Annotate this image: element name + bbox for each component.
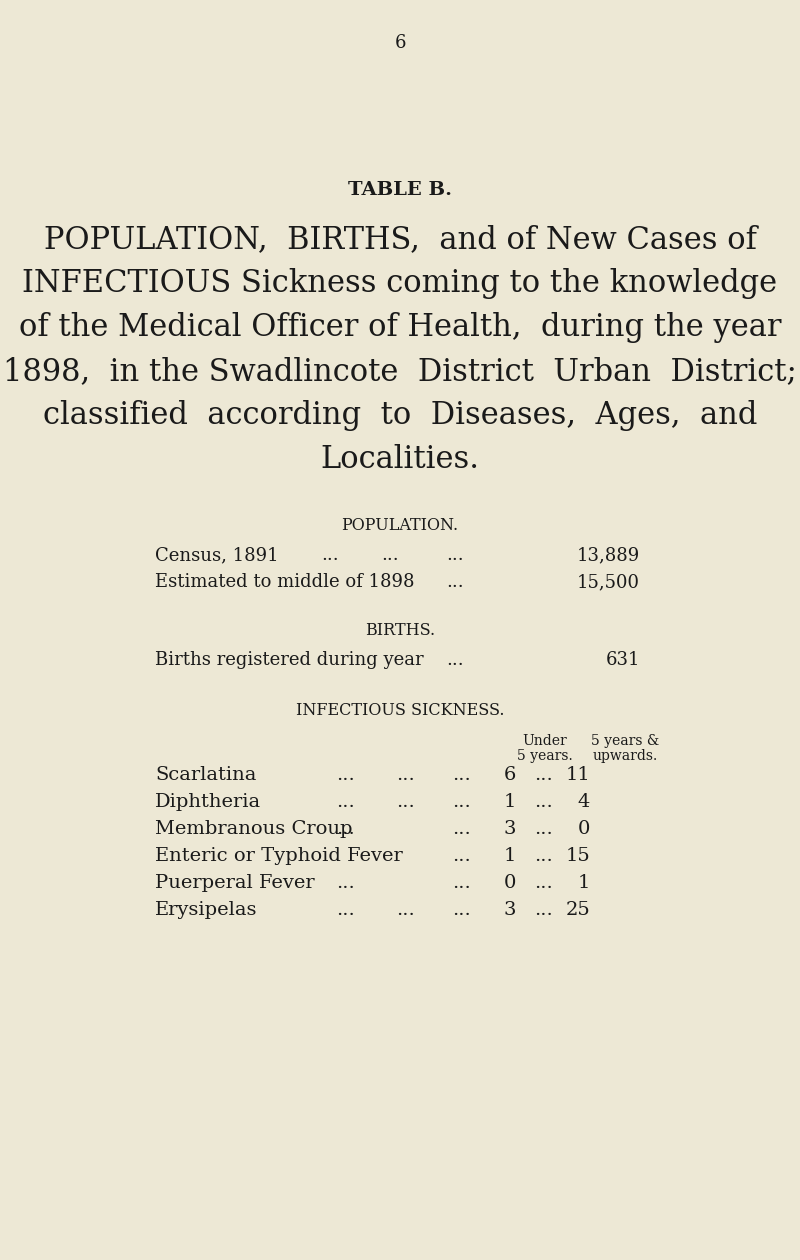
Text: ...: ... — [534, 766, 554, 784]
Text: Diphtheria: Diphtheria — [155, 793, 261, 811]
Text: Births registered during year: Births registered during year — [155, 651, 424, 669]
Text: 3: 3 — [504, 820, 516, 838]
Text: Localities.: Localities. — [321, 444, 479, 475]
Text: ...: ... — [336, 820, 354, 838]
Text: Enteric or Typhoid Fever: Enteric or Typhoid Fever — [155, 847, 402, 866]
Text: 631: 631 — [606, 651, 640, 669]
Text: ...: ... — [534, 874, 554, 892]
Text: ...: ... — [534, 847, 554, 866]
Text: 1: 1 — [578, 874, 590, 892]
Text: Under: Under — [522, 735, 567, 748]
Text: ...: ... — [381, 546, 399, 564]
Text: ...: ... — [446, 651, 464, 669]
Text: 11: 11 — [566, 766, 590, 784]
Text: 5 years &: 5 years & — [591, 735, 659, 748]
Text: Erysipelas: Erysipelas — [155, 901, 258, 919]
Text: Scarlatina: Scarlatina — [155, 766, 256, 784]
Text: Membranous Croup: Membranous Croup — [155, 820, 353, 838]
Text: 3: 3 — [504, 901, 516, 919]
Text: 1: 1 — [504, 847, 516, 866]
Text: 15: 15 — [566, 847, 590, 866]
Text: POPULATION.: POPULATION. — [342, 517, 458, 534]
Text: 15,500: 15,500 — [577, 573, 640, 591]
Text: ...: ... — [336, 901, 354, 919]
Text: ...: ... — [336, 793, 354, 811]
Text: 6: 6 — [504, 766, 516, 784]
Text: 25: 25 — [566, 901, 590, 919]
Text: 4: 4 — [578, 793, 590, 811]
Text: 13,889: 13,889 — [577, 546, 640, 564]
Text: 0: 0 — [504, 874, 516, 892]
Text: ...: ... — [396, 793, 414, 811]
Text: ...: ... — [396, 766, 414, 784]
Text: 5 years.: 5 years. — [517, 748, 573, 764]
Text: Puerperal Fever: Puerperal Fever — [155, 874, 314, 892]
Text: ...: ... — [534, 793, 554, 811]
Text: ...: ... — [453, 820, 471, 838]
Text: 6: 6 — [394, 34, 406, 52]
Text: TABLE B.: TABLE B. — [348, 181, 452, 199]
Text: ...: ... — [453, 901, 471, 919]
Text: INFECTIOUS SICKNESS.: INFECTIOUS SICKNESS. — [296, 702, 504, 719]
Text: POPULATION,  BIRTHS,  and of New Cases of: POPULATION, BIRTHS, and of New Cases of — [43, 224, 757, 255]
Text: ...: ... — [453, 793, 471, 811]
Text: ...: ... — [336, 874, 354, 892]
Text: BIRTHS.: BIRTHS. — [365, 622, 435, 639]
Text: ...: ... — [453, 874, 471, 892]
Text: 1898,  in the Swadlincote  District  Urban  District;: 1898, in the Swadlincote District Urban … — [3, 357, 797, 387]
Text: ...: ... — [321, 546, 339, 564]
Text: of the Medical Officer of Health,  during the year: of the Medical Officer of Health, during… — [18, 312, 782, 343]
Text: ...: ... — [336, 766, 354, 784]
Text: ...: ... — [446, 546, 464, 564]
Text: INFECTIOUS Sickness coming to the knowledge: INFECTIOUS Sickness coming to the knowle… — [22, 268, 778, 299]
Text: ...: ... — [534, 901, 554, 919]
Text: 0: 0 — [578, 820, 590, 838]
Text: Estimated to middle of 1898: Estimated to middle of 1898 — [155, 573, 414, 591]
Text: ...: ... — [534, 820, 554, 838]
Text: upwards.: upwards. — [592, 748, 658, 764]
Text: classified  according  to  Diseases,  Ages,  and: classified according to Diseases, Ages, … — [43, 399, 757, 431]
Text: ...: ... — [453, 766, 471, 784]
Text: ...: ... — [453, 847, 471, 866]
Text: ...: ... — [446, 573, 464, 591]
Text: ...: ... — [396, 901, 414, 919]
Text: 1: 1 — [504, 793, 516, 811]
Text: Census, 1891: Census, 1891 — [155, 546, 278, 564]
